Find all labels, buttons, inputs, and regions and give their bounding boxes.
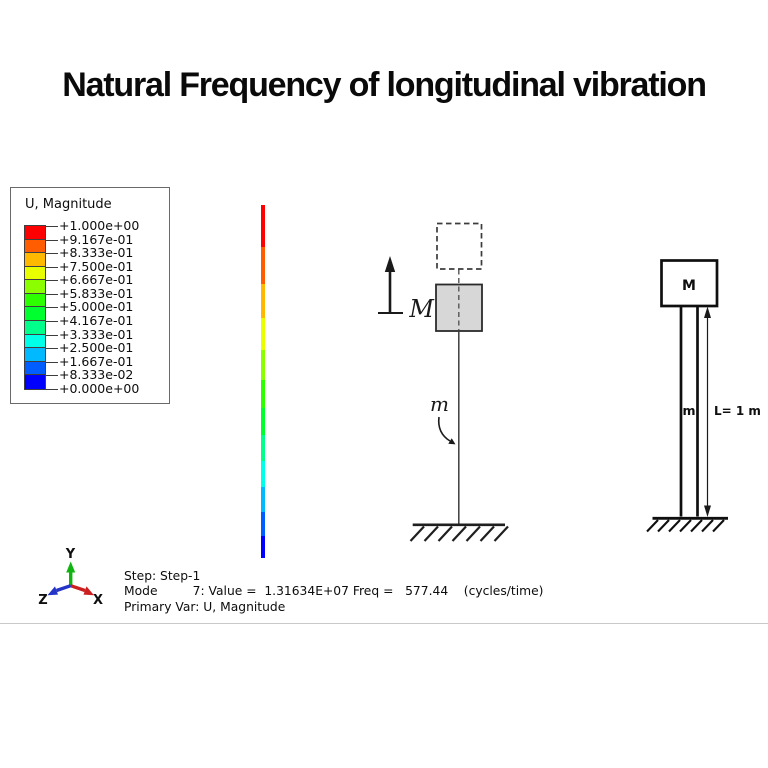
z-axis-arrow-head-icon: [47, 586, 58, 596]
legend-tick-label: +8.333e-01: [59, 245, 134, 261]
legend-tick: [46, 253, 58, 255]
legend-swatch: [25, 266, 45, 281]
legend-swatch: [25, 361, 45, 376]
contour-rod-band: [261, 380, 265, 408]
contour-rod-band: [261, 408, 265, 435]
legend-tick-label: +4.167e-01: [59, 313, 134, 329]
vibration-arrow-head-icon: [384, 256, 396, 272]
legend-swatch: [25, 321, 45, 335]
legend-swatch: [25, 348, 45, 362]
x-axis-arrow-head-icon: [83, 586, 94, 596]
legend-swatch: [25, 307, 45, 322]
contour-rod-band: [261, 284, 265, 318]
ground-hatching-right: [646, 519, 725, 533]
legend-swatch: [25, 226, 45, 240]
legend-tick: [46, 239, 58, 241]
contour-rod-band: [261, 536, 265, 558]
legend-tick: [46, 293, 58, 295]
legend-swatch: [25, 253, 45, 267]
status-block: Step: Step-1 Mode 7: Value = 1.31634E+07…: [124, 569, 543, 615]
legend-labels: +1.000e+00 +9.167e-01 +8.333e-01 +7.500e-01…: [59, 219, 165, 396]
legend-tick: [46, 388, 58, 390]
contour-rod-band: [261, 512, 265, 536]
rod-pointer-arrow-head-icon: [448, 438, 456, 445]
legend-tick: [46, 334, 58, 336]
legend-tick: [46, 321, 58, 323]
legend-tick: [46, 307, 58, 309]
z-axis-label: Z: [38, 593, 47, 608]
legend-tick-label: +7.500e-01: [59, 258, 134, 274]
contour-rod-band: [261, 350, 265, 380]
y-axis-label: Y: [65, 547, 76, 562]
contour-rod-band: [261, 487, 265, 512]
contour-legend: U, Magnitude +1.000e+00 +9.167e-01 +8.333e…: [10, 187, 170, 404]
page-title: Natural Frequency of longitudinal vibrat…: [62, 66, 707, 104]
column-mass-box: [660, 259, 719, 308]
legend-swatch: [25, 375, 45, 389]
status-mode-line: Mode 7: Value = 1.31634E+07 Freq = 577.4…: [124, 584, 544, 599]
legend-tick: [46, 375, 58, 377]
legend-tick: [46, 226, 58, 227]
legend-tick-label: +5.000e-01: [59, 299, 134, 315]
legend-tick: [46, 266, 58, 268]
z-axis-arrow: [55, 584, 72, 593]
contour-rod-band: [261, 435, 265, 461]
contour-rod: [261, 205, 265, 558]
column-label: m: [682, 403, 695, 418]
legend-swatch: [25, 239, 45, 254]
legend-tick: [46, 280, 58, 282]
status-step-line: Step: Step-1: [124, 569, 201, 583]
status-primary-var-line: Primary Var: U, Magnitude: [124, 599, 286, 614]
legend-tick-label: +6.667e-01: [59, 272, 134, 288]
legend-tick-label: +1.000e+00: [59, 218, 140, 233]
legend-title: U, Magnitude: [25, 197, 112, 212]
displaced-mass-outline-dashed: [436, 222, 483, 270]
legend-swatch: [25, 334, 45, 349]
legend-tick-label: +2.500e-01: [59, 340, 134, 356]
mass-label: M: [408, 295, 435, 323]
rod-label: m: [430, 392, 449, 416]
legend-tick-label: +0.000e+00: [59, 380, 140, 396]
contour-rod-band: [261, 318, 265, 350]
coordinate-triad: Y X Z: [38, 547, 103, 608]
legend-tick-label: +1.667e-01: [59, 353, 134, 369]
x-axis-label: X: [93, 593, 103, 608]
column-mass-label: M: [682, 278, 696, 294]
legend-swatch: [25, 280, 45, 294]
length-label: L= 1 m: [714, 404, 761, 418]
viewport-separator: [0, 623, 768, 624]
legend-tick: [46, 348, 58, 350]
dimension-arrow-down-icon: [704, 505, 711, 517]
contour-rod-band: [261, 205, 265, 247]
x-axis-arrow: [70, 584, 86, 593]
legend-tick-label: +5.833e-01: [59, 285, 134, 301]
y-axis-arrow-head-icon: [66, 561, 76, 573]
contour-rod-band: [261, 247, 265, 284]
legend-swatches: [24, 225, 46, 390]
ground-hatching-middle: [409, 525, 509, 542]
legend-swatch: [25, 293, 45, 308]
legend-tick-label: +3.333e-01: [59, 326, 134, 342]
legend-tick-label: +9.167e-01: [59, 231, 134, 247]
rod-pointer-arrow: [437, 416, 451, 442]
legend-tick: [46, 361, 58, 363]
legend-ticks: [46, 226, 59, 390]
legend-tick-label: +8.333e-02: [59, 367, 134, 383]
dimension-arrow-up-icon: [704, 306, 711, 318]
contour-rod-band: [261, 461, 265, 487]
